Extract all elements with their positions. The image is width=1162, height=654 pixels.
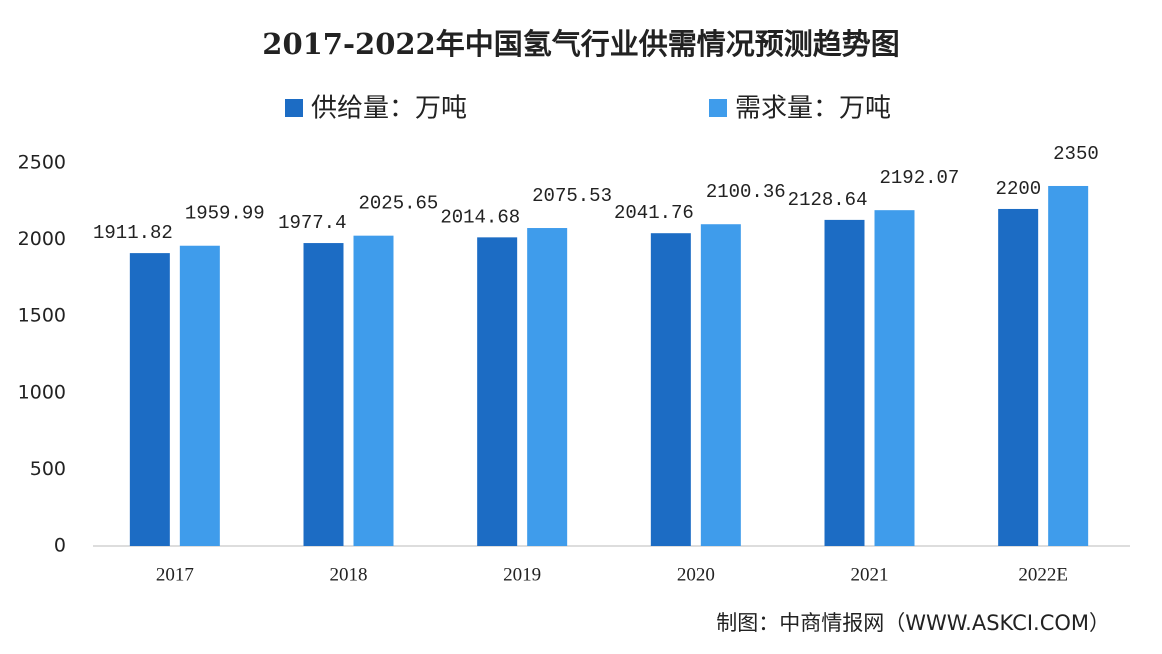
bar xyxy=(303,243,344,546)
y-tick-label: 500 xyxy=(30,458,66,480)
value-label: 2075.53 xyxy=(532,185,612,207)
value-label: 2100.36 xyxy=(706,181,786,203)
bar xyxy=(824,219,865,547)
x-tick-label: 2021 xyxy=(851,564,889,585)
value-label: 2192.07 xyxy=(880,167,960,189)
bar xyxy=(129,253,170,546)
y-tick-label: 1000 xyxy=(18,381,66,403)
value-label: 2041.76 xyxy=(614,202,694,224)
value-label: 2025.65 xyxy=(359,193,439,215)
y-tick-label: 0 xyxy=(54,535,66,557)
bar xyxy=(700,224,741,546)
bar xyxy=(527,228,568,546)
bar xyxy=(998,208,1039,546)
value-label: 2128.64 xyxy=(788,189,868,211)
value-label: 2200 xyxy=(996,178,1042,200)
legend-swatch xyxy=(285,99,303,117)
y-tick-label: 2500 xyxy=(18,152,66,174)
legend-swatch xyxy=(709,99,727,117)
chart-title: 2017-2022年中国氢气行业供需情况预测趋势图 xyxy=(262,27,899,61)
bar xyxy=(874,210,915,547)
bar xyxy=(650,233,691,546)
x-tick-label: 2020 xyxy=(677,564,715,585)
y-tick-label: 2000 xyxy=(18,228,66,250)
bar xyxy=(477,237,518,547)
x-tick-label: 2018 xyxy=(330,564,368,585)
value-label: 2014.68 xyxy=(440,206,520,228)
source: 制图：中商情报网（WWW.ASKCI.COM） xyxy=(716,611,1110,635)
value-label: 1911.82 xyxy=(93,222,173,244)
bar xyxy=(1048,185,1089,547)
bar xyxy=(179,245,220,546)
value-label: 1977.4 xyxy=(278,212,346,234)
x-tick-label: 2022E xyxy=(1018,564,1068,585)
y-tick-label: 1500 xyxy=(18,305,66,327)
bar xyxy=(353,235,394,547)
x-tick-label: 2017 xyxy=(156,564,194,585)
legend-label: 需求量：万吨 xyxy=(735,94,891,124)
legend-label: 供给量：万吨 xyxy=(311,94,467,124)
value-label: 1959.99 xyxy=(185,203,265,225)
value-label: 2350 xyxy=(1053,143,1099,165)
x-tick-label: 2019 xyxy=(503,564,541,585)
